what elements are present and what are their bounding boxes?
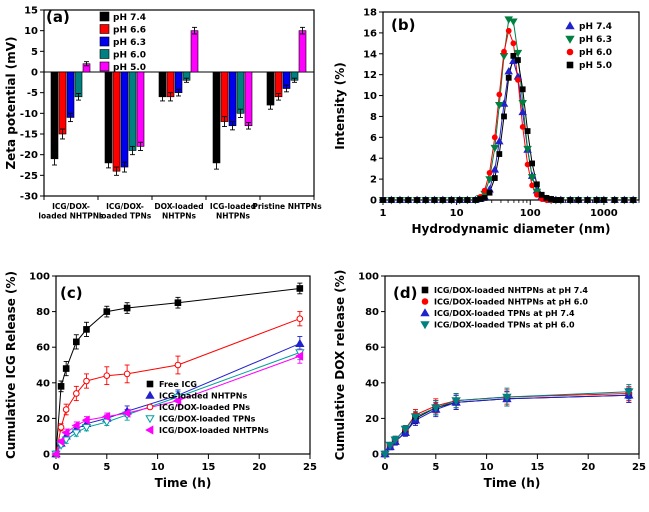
panel-b-letter: (b) [391, 16, 416, 34]
panel-d-x-axis-label: Time (h) [483, 476, 541, 490]
svg-text:0: 0 [370, 196, 377, 207]
svg-text:pH 6.3: pH 6.3 [113, 38, 146, 48]
svg-text:pH 7.4: pH 7.4 [113, 13, 146, 23]
svg-text:0: 0 [31, 68, 38, 79]
svg-text:ICG/DOX-: ICG/DOX- [106, 202, 144, 211]
svg-text:10: 10 [363, 91, 377, 102]
panel-b-y-axis-label: Intensity (%) [333, 62, 347, 150]
svg-text:60: 60 [36, 343, 50, 354]
svg-text:20: 20 [365, 414, 379, 425]
icg-release-chart-canvas: 0 20 40 60 80 100 0 5 10 15 20 25 Free ICG ICG-loaded… [29, 272, 317, 474]
svg-text:ICG/DOX-loaded TPNs: ICG/DOX-loaded TPNs [159, 415, 256, 424]
svg-text:20: 20 [581, 462, 595, 473]
svg-text:10: 10 [450, 208, 464, 219]
svg-text:ICG/DOX-loaded PNs: ICG/DOX-loaded PNs [159, 403, 250, 412]
svg-text:ICG-loaded: ICG-loaded [210, 202, 256, 211]
panel-a-y-axis-label: Zeta potential (mV) [4, 36, 18, 170]
svg-text:-10: -10 [20, 109, 38, 120]
panel-d-y-axis-label: Cumulative DOX release (%) [333, 269, 347, 461]
panel-a-letter: (a) [46, 8, 70, 26]
svg-text:40: 40 [365, 378, 379, 389]
panel-c-icg-release-chart: 0 20 40 60 80 100 0 5 10 15 20 25 Free ICG ICG-loaded… [0, 262, 322, 512]
svg-text:0: 0 [372, 450, 379, 461]
svg-text:5: 5 [31, 47, 38, 58]
svg-text:1000: 1000 [590, 208, 618, 219]
svg-text:15: 15 [530, 462, 544, 473]
svg-text:-25: -25 [20, 171, 38, 182]
panel-c-x-axis-label: Time (h) [154, 476, 212, 490]
svg-text:20: 20 [252, 462, 266, 473]
svg-text:18: 18 [363, 8, 377, 19]
svg-text:NHTPNs: NHTPNs [216, 212, 250, 221]
svg-text:8: 8 [370, 112, 377, 123]
zeta-potential-chart-canvas: -30 -25 -20 -15 -10 -5 0 5 10 15 ICG/DOX-loaded NH… [20, 6, 322, 221]
panel-d-letter: (d) [393, 284, 418, 302]
svg-text:pH 7.4: pH 7.4 [579, 22, 612, 32]
svg-text:0: 0 [53, 462, 60, 473]
panel-b-x-axis-label: Hydrodynamic diameter (nm) [411, 222, 611, 236]
svg-text:pH 5.0: pH 5.0 [579, 61, 612, 71]
svg-text:1: 1 [380, 208, 387, 219]
svg-text:0: 0 [43, 450, 50, 461]
svg-text:5: 5 [103, 462, 110, 473]
svg-text:pH 6.0: pH 6.0 [579, 48, 612, 58]
svg-text:pH 6.3: pH 6.3 [579, 35, 612, 45]
svg-text:ICG-loaded NHTPNs: ICG-loaded NHTPNs [159, 392, 247, 401]
dox-release-chart-canvas: 0 20 40 60 80 100 0 5 10 15 20 25 ICG/DOX-loaded NHT… [358, 272, 646, 474]
svg-text:ICG/DOX-loaded NHTPNs at pH 7.: ICG/DOX-loaded NHTPNs at pH 7.4 [434, 286, 588, 295]
svg-text:10: 10 [151, 462, 165, 473]
svg-text:pH 6.6: pH 6.6 [113, 26, 146, 36]
svg-text:6: 6 [370, 133, 377, 144]
svg-text:DOX-loaded: DOX-loaded [154, 202, 203, 211]
svg-text:loaded TPNs: loaded TPNs [99, 212, 152, 221]
svg-text:-5: -5 [27, 88, 38, 99]
svg-text:NHTPNs: NHTPNs [162, 212, 196, 221]
svg-text:ICG/DOX-loaded TPNs at pH 7.4: ICG/DOX-loaded TPNs at pH 7.4 [434, 309, 575, 318]
svg-text:100: 100 [29, 272, 50, 283]
svg-text:16: 16 [363, 28, 377, 39]
svg-text:-20: -20 [20, 150, 38, 161]
svg-text:80: 80 [36, 307, 50, 318]
svg-text:15: 15 [201, 462, 215, 473]
svg-text:Pristine NHTPNs: Pristine NHTPNs [252, 202, 322, 211]
svg-text:pH 6.0: pH 6.0 [113, 51, 146, 61]
svg-text:25: 25 [303, 462, 317, 473]
svg-text:loaded NHTPNs: loaded NHTPNs [38, 212, 104, 221]
svg-text:ICG/DOX-: ICG/DOX- [52, 202, 90, 211]
svg-text:pH 5.0: pH 5.0 [113, 63, 146, 73]
svg-text:ICG/DOX-loaded TPNs at pH 6.0: ICG/DOX-loaded TPNs at pH 6.0 [434, 321, 575, 330]
svg-text:ICG/DOX-loaded NHTPNs: ICG/DOX-loaded NHTPNs [159, 426, 269, 435]
svg-text:80: 80 [365, 307, 379, 318]
svg-text:0: 0 [382, 462, 389, 473]
svg-text:10: 10 [24, 26, 38, 37]
svg-text:40: 40 [36, 378, 50, 389]
panel-c-letter: (c) [60, 284, 83, 302]
svg-text:-15: -15 [20, 130, 38, 141]
panel-a-zeta-potential-bar-chart: -30 -25 -20 -15 -10 -5 0 5 10 15 ICG/DOX-loaded NH… [0, 0, 322, 260]
svg-text:2: 2 [370, 175, 377, 186]
svg-text:15: 15 [24, 6, 38, 17]
svg-text:-30: -30 [20, 192, 38, 203]
svg-text:20: 20 [36, 414, 50, 425]
size-distribution-chart-canvas: 0 2 4 6 8 10 12 14 16 18 1 10 100 1000 pH 7.4 pH 6.3 pH … [363, 8, 640, 219]
svg-text:4: 4 [370, 154, 377, 165]
svg-text:10: 10 [480, 462, 494, 473]
svg-text:ICG/DOX-loaded NHTPNs at pH 6.: ICG/DOX-loaded NHTPNs at pH 6.0 [434, 298, 588, 307]
svg-text:100: 100 [358, 272, 379, 283]
svg-text:14: 14 [363, 49, 377, 60]
svg-text:Free ICG: Free ICG [159, 380, 197, 389]
svg-text:25: 25 [632, 462, 646, 473]
svg-text:100: 100 [520, 208, 541, 219]
svg-text:60: 60 [365, 343, 379, 354]
panel-d-dox-release-chart: 0 20 40 60 80 100 0 5 10 15 20 25 ICG/DOX-loaded NHT… [327, 262, 649, 512]
panel-b-size-distribution-chart: 0 2 4 6 8 10 12 14 16 18 1 10 100 1000 pH 7.4 pH 6.3 pH … [327, 0, 649, 260]
svg-text:12: 12 [363, 70, 377, 81]
panel-c-y-axis-label: Cumulative ICG Release (%) [4, 270, 18, 460]
svg-text:5: 5 [432, 462, 439, 473]
